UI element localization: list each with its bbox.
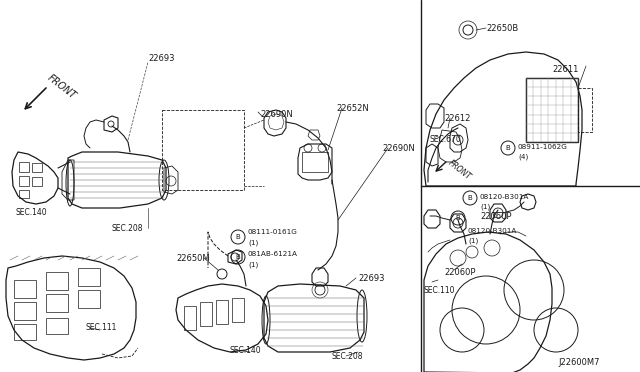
Text: 22652N: 22652N — [336, 104, 369, 113]
Text: SEC.140: SEC.140 — [16, 208, 47, 217]
Text: 22693: 22693 — [148, 54, 175, 63]
Bar — [162, 110, 244, 190]
Text: 08911-1062G: 08911-1062G — [518, 144, 568, 150]
Text: 22612: 22612 — [444, 114, 470, 123]
Bar — [46, 294, 68, 312]
Bar — [302, 152, 328, 172]
Text: 22650B: 22650B — [486, 24, 518, 33]
Text: SEC.110: SEC.110 — [424, 286, 456, 295]
Text: J22600M7: J22600M7 — [558, 358, 600, 367]
Text: FRONT: FRONT — [46, 73, 78, 101]
Bar — [14, 324, 36, 340]
Bar — [19, 190, 29, 198]
Text: B: B — [236, 254, 241, 260]
Text: SEC.140: SEC.140 — [230, 346, 262, 355]
Bar — [14, 302, 36, 320]
Text: SEC.111: SEC.111 — [86, 323, 117, 332]
Text: 08120-B301A: 08120-B301A — [468, 228, 517, 234]
Text: 22650M: 22650M — [176, 254, 210, 263]
Text: SEC.670: SEC.670 — [430, 135, 461, 144]
Text: 08120-B301A: 08120-B301A — [480, 194, 529, 200]
Bar — [14, 280, 36, 298]
Text: 22690N: 22690N — [382, 144, 415, 153]
Text: FRONT: FRONT — [447, 158, 472, 181]
Bar — [78, 290, 100, 308]
Text: B: B — [236, 234, 241, 240]
Text: 22690N: 22690N — [260, 110, 292, 119]
Bar — [578, 88, 592, 132]
Bar — [526, 78, 578, 142]
Text: 22060P: 22060P — [444, 268, 476, 277]
Bar — [32, 177, 42, 186]
Text: (1): (1) — [248, 261, 259, 267]
Bar — [78, 268, 100, 286]
Text: B: B — [506, 145, 510, 151]
Text: (1): (1) — [248, 239, 259, 246]
Text: 08111-0161G: 08111-0161G — [248, 229, 298, 235]
Bar — [46, 318, 68, 334]
Text: (1): (1) — [480, 204, 490, 211]
Text: B: B — [468, 195, 472, 201]
Text: 22060P: 22060P — [480, 212, 511, 221]
Bar — [19, 162, 29, 172]
Text: 22693: 22693 — [358, 274, 385, 283]
Bar — [19, 176, 29, 186]
Text: 081AB-6121A: 081AB-6121A — [248, 251, 298, 257]
Text: 22611: 22611 — [552, 65, 579, 74]
Bar — [46, 272, 68, 290]
Text: B: B — [456, 215, 460, 221]
Text: (4): (4) — [518, 154, 528, 160]
Text: (1): (1) — [468, 238, 478, 244]
Text: SEC.208: SEC.208 — [332, 352, 364, 361]
Text: SEC.208: SEC.208 — [112, 224, 143, 233]
Bar — [32, 163, 42, 172]
